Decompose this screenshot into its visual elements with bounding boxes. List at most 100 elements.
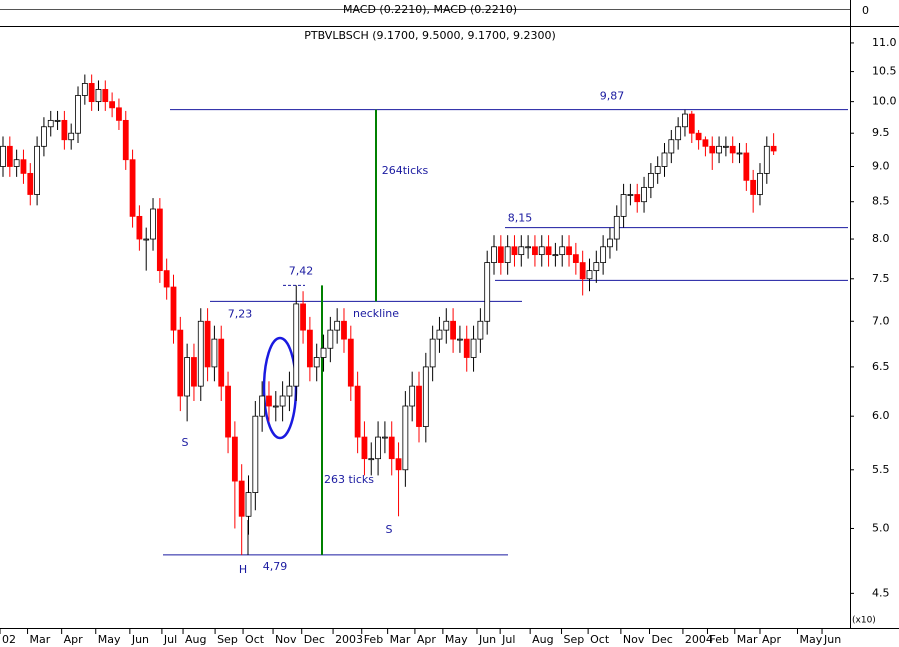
candle-body	[354, 385, 361, 438]
candle-body	[443, 320, 450, 331]
candle-body	[81, 83, 88, 96]
candle-body	[320, 347, 327, 358]
candle-body	[463, 338, 470, 358]
candle-body	[647, 172, 654, 188]
y-tick-label: 8.0	[872, 232, 890, 245]
candle-body	[600, 246, 607, 263]
candle-body	[143, 238, 150, 241]
x-tick-label: Mar	[737, 633, 758, 646]
x-tick-label: May	[98, 633, 121, 646]
indicator-title: MACD (0.2210), MACD (0.2210)	[343, 3, 517, 16]
candle-body	[422, 366, 429, 427]
candle-body	[327, 329, 334, 349]
candle-body	[511, 246, 518, 256]
level-label: 8,15	[508, 212, 533, 225]
candle-body	[61, 119, 68, 141]
candle-body	[293, 303, 300, 387]
candle-body	[477, 320, 484, 340]
candle-body	[743, 152, 750, 181]
chart-title: PTBVLBSCH (9.1700, 9.5000, 9.1700, 9.230…	[304, 29, 556, 42]
x-tick-label: Mar	[30, 633, 51, 646]
candle-body	[368, 458, 375, 461]
candle-body	[272, 405, 279, 408]
candle-body	[47, 119, 54, 128]
candle-body	[593, 262, 600, 272]
y-tick-label: 7.0	[872, 314, 890, 327]
candle-body	[450, 320, 456, 340]
candle-body	[163, 270, 170, 288]
level-label: 9,87	[600, 90, 625, 103]
candle-body	[497, 246, 504, 263]
candle-body	[13, 159, 20, 167]
candle-body	[388, 436, 395, 460]
candle-body	[579, 262, 586, 280]
candle-body	[197, 320, 204, 387]
candle-body	[129, 159, 136, 217]
candle-body	[525, 246, 532, 249]
candle-body	[532, 246, 538, 256]
candle-body	[177, 329, 184, 397]
candle-body	[95, 89, 102, 103]
candle-body	[341, 320, 347, 340]
x-tick-label: Nov	[275, 633, 297, 646]
x-tick-label: Apr	[417, 633, 437, 646]
candle-body	[382, 436, 388, 439]
candle-body	[109, 101, 116, 109]
annotation: neckline	[353, 307, 399, 320]
candle-body	[722, 145, 729, 148]
candle-body	[545, 246, 552, 256]
candle-body	[586, 270, 593, 280]
candle-body	[709, 145, 716, 154]
candle-body	[184, 357, 191, 397]
candle-body	[20, 159, 27, 174]
candle-body	[266, 395, 272, 407]
candle-body	[231, 436, 238, 482]
candle-body	[238, 480, 245, 517]
x-tick-label: Jun	[131, 633, 149, 646]
candle-body	[170, 286, 177, 331]
annotation: H	[239, 563, 247, 576]
x-tick-label: Aug	[532, 633, 553, 646]
candle-body	[6, 145, 13, 167]
candle-body	[88, 83, 95, 103]
candle-body	[716, 145, 722, 154]
candle-body	[156, 208, 163, 272]
candle-body	[688, 113, 695, 134]
candle-body	[763, 145, 770, 174]
x-tick-label: Jul	[501, 633, 515, 646]
x-tick-label: May	[799, 633, 822, 646]
candle-body	[627, 194, 634, 196]
candle-body	[361, 436, 368, 460]
candle-body	[572, 254, 579, 263]
candle-body	[654, 166, 661, 174]
y-tick-label: 10.5	[872, 65, 897, 78]
y-tick-label: 8.5	[872, 195, 890, 208]
candle-body	[41, 126, 47, 147]
candle-body	[620, 194, 627, 217]
y-tick-label: 10.0	[872, 95, 897, 108]
candle-body	[245, 492, 252, 517]
x-tick-label: May	[445, 633, 468, 646]
candle-body	[0, 145, 6, 167]
candle-body	[770, 145, 777, 152]
x-tick-label: 02	[2, 633, 16, 646]
x-tick-label: Oct	[245, 633, 265, 646]
candle-body	[695, 132, 702, 141]
candle-body	[484, 262, 491, 322]
annotation: 264ticks	[382, 164, 429, 177]
y-tick-label: 9.5	[872, 126, 890, 139]
candle-body	[607, 238, 613, 248]
x-tick-label: Aug	[185, 633, 206, 646]
x-tick-label: Sep	[564, 633, 585, 646]
candle-body	[54, 119, 61, 122]
candle-body	[538, 246, 545, 256]
candle-body	[552, 254, 559, 257]
candle-body	[429, 338, 436, 368]
x-tick-label: Jun	[823, 633, 841, 646]
x-tick-label: Apr	[762, 633, 782, 646]
x-tick-label: Jul	[163, 633, 177, 646]
candle-body	[122, 119, 129, 161]
candle-body	[757, 172, 763, 195]
candle-body	[102, 89, 109, 103]
